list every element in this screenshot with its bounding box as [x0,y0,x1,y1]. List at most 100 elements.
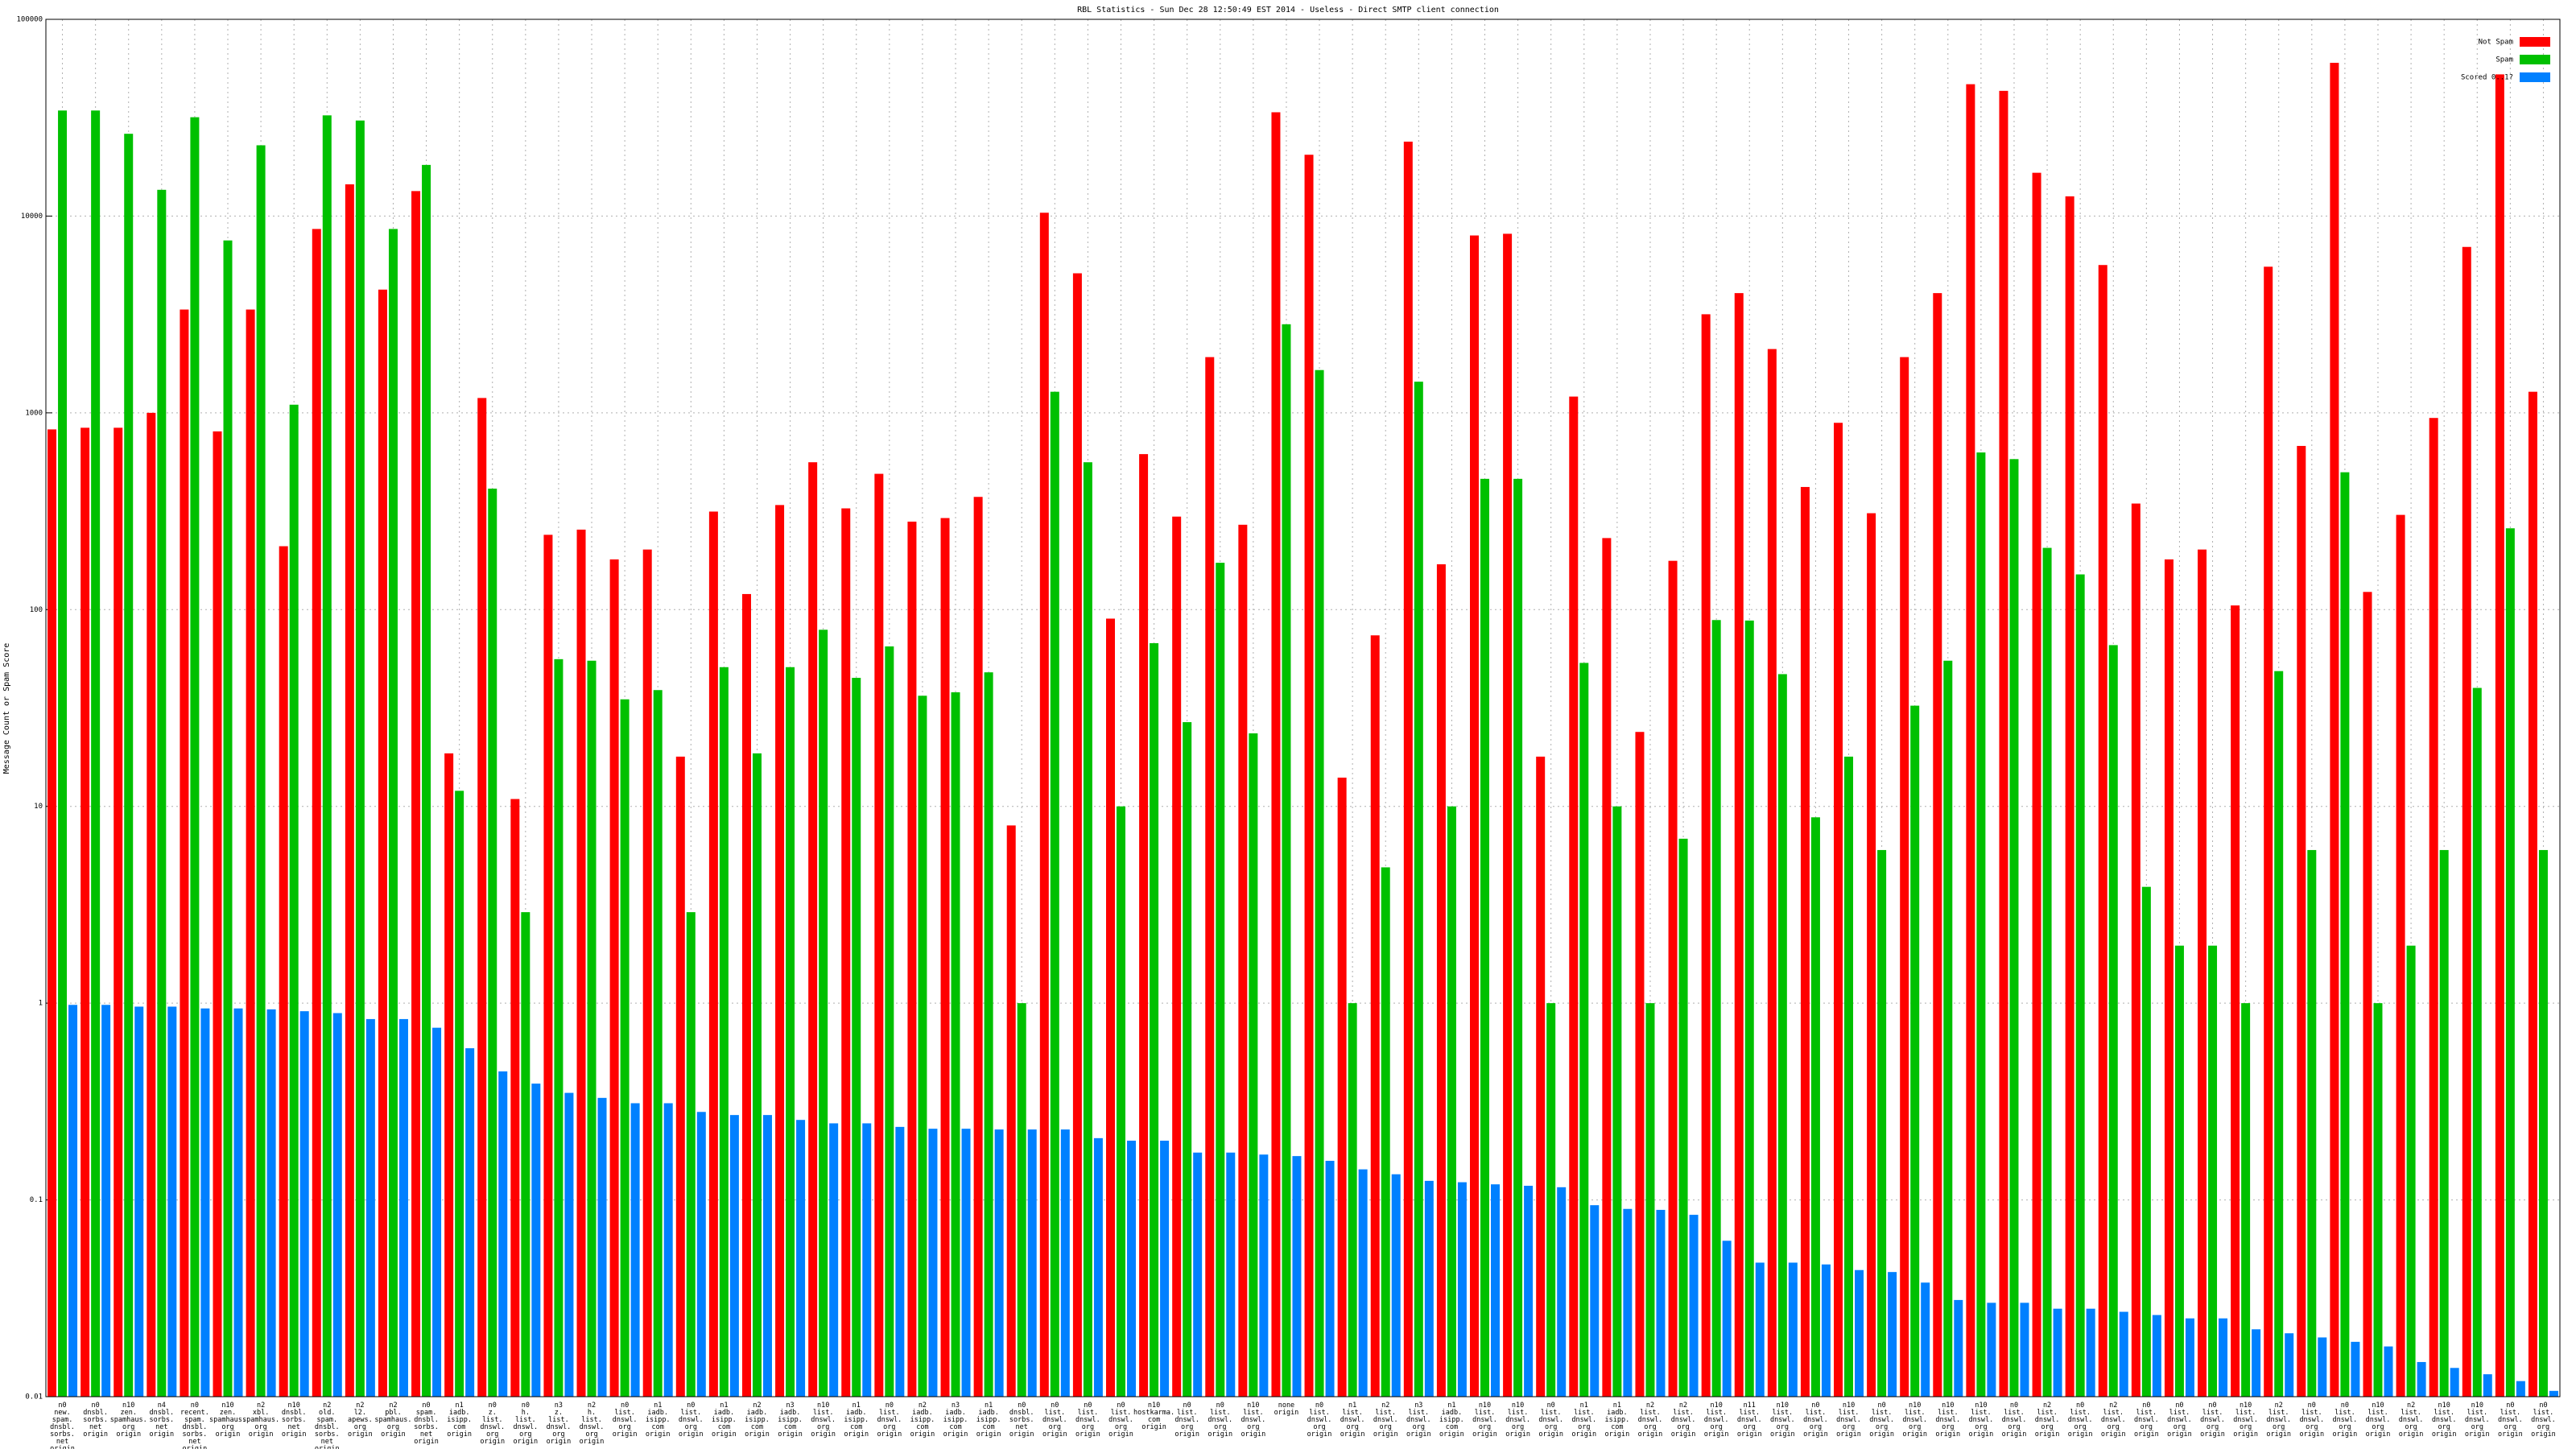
bar [675,756,685,1397]
y-tick-label: 0.1 [30,1196,43,1204]
bar [365,1018,375,1397]
bar [609,559,619,1397]
bar [1910,705,1920,1397]
x-tick-label: n10 list. dnswl. org origin [1241,1402,1266,1439]
bar [157,189,167,1397]
bar [829,1123,839,1397]
bar [58,110,68,1397]
bar [984,672,993,1397]
legend-label: Not Spam [2479,39,2513,47]
bar [47,429,57,1397]
bar [1315,369,1324,1397]
bar [2363,592,2372,1397]
bar [994,1129,1004,1397]
bar [488,488,497,1397]
x-tick-label: n10 list. dnswl. org origin [1472,1402,1497,1439]
x-tick-label: n1 list. dnswl. org origin [1340,1402,1365,1439]
bar [2231,605,2240,1397]
bar [2516,1381,2525,1397]
x-tick-label: n1 iadb. isipp. com origin [646,1402,671,1439]
bar [1093,1137,1103,1397]
bar [1722,1241,1732,1397]
bar [1304,155,1314,1397]
x-tick-label: n0 list. dnswl. org origin [1869,1402,1894,1439]
bar [1844,756,1854,1397]
x-tick-label: n10 list. dnswl. org origin [811,1402,836,1439]
bar [345,184,354,1397]
bar [498,1071,508,1397]
x-tick-label: n10 zen. spamhaus. org origin [110,1402,147,1439]
bar [1006,825,1016,1397]
bar [1060,1129,1070,1397]
bar [1183,722,1192,1397]
bar [1205,357,1215,1397]
bar [2252,1329,2261,1397]
bar [2075,574,2085,1397]
bar [796,1120,806,1397]
bar [2417,1361,2426,1397]
bar [1358,1169,1368,1397]
bar [1900,357,1909,1397]
bar [1701,314,1711,1397]
bar [686,912,696,1397]
bar [167,1006,177,1397]
bar [862,1123,872,1397]
bar [411,191,421,1397]
bar [1821,1264,1831,1397]
bar [2032,172,2041,1397]
legend-label: Scored 0..1? [2461,74,2513,82]
bar [1656,1209,1666,1397]
bar [2285,1333,2294,1397]
bar [1072,273,1082,1397]
x-tick-label: n0 spam. dnsbl. sorbs. net origin [414,1402,439,1446]
bar [1524,1186,1534,1397]
bar [2505,528,2515,1397]
bar [752,753,762,1397]
bar [2472,687,2482,1397]
x-tick-label: n0 list. dnswl. org origin [1075,1402,1100,1439]
bar [1800,486,1810,1397]
bar [2086,1308,2095,1397]
bar [223,240,233,1397]
bar [1447,806,1456,1397]
x-tick-label: n3 iadb. isipp. com origin [778,1402,803,1439]
bar [432,1027,442,1397]
x-tick-label: n2 iadb. isipp. com origin [745,1402,770,1439]
legend-label: Spam [2496,56,2513,64]
bar [1513,478,1523,1397]
x-tick-label: n1 iadb. isipp. com origin [712,1402,737,1439]
x-tick-label: n11 list. dnswl. org origin [1737,1402,1762,1439]
x-tick-label: n10 list. dnswl. org origin [2465,1402,2490,1439]
bar [2462,246,2471,1397]
bar [1557,1187,1567,1397]
bar [91,110,101,1397]
bar [180,309,189,1397]
bar [852,678,861,1397]
bar [696,1112,706,1397]
x-tick-label: n0 list. dnswl. org origin [679,1402,704,1439]
bar [2528,391,2537,1397]
bar [1083,462,1092,1397]
x-tick-label: n2 l2. apews. org origin [348,1402,373,1439]
x-tick-label: n2 list. dnswl. org origin [1638,1402,1663,1439]
bar [1325,1161,1335,1397]
bar [332,1013,342,1397]
bar [2384,1346,2393,1397]
bar [444,753,454,1397]
bar [1590,1205,1600,1397]
bar [1116,806,1125,1397]
x-tick-label: n0 dnsbl. sorbs. net origin [83,1402,108,1439]
x-tick-label: n2 list. dnswl. org origin [1671,1402,1696,1439]
y-tick-label: 100 [30,606,43,614]
bar [885,646,894,1397]
bar [1933,293,1942,1397]
x-tick-label: n10 list. dnswl. org origin [1505,1402,1530,1439]
x-tick-label: n10 dnsbl. sorbs. net origin [282,1402,307,1439]
bar [2351,1341,2360,1397]
bar [2549,1390,2558,1397]
x-tick-label: n1 iadb. isipp. com origin [976,1402,1001,1439]
bar [2152,1315,2161,1397]
x-tick-label: n0 list. dnswl. org origin [1208,1402,1232,1439]
x-tick-label: n0 h. list. dnswl. org origin [513,1402,538,1446]
